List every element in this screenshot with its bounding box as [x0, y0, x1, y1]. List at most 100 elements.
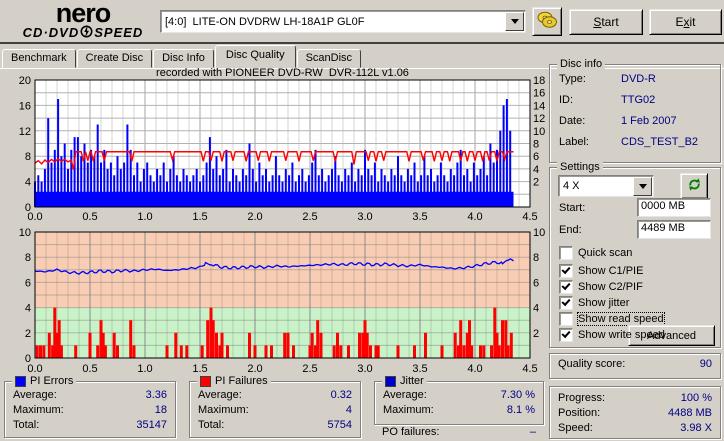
- svg-text:16: 16: [19, 100, 31, 112]
- show-read-speed-checkbox[interactable]: [559, 312, 573, 326]
- disc-info-group: Disc info Type: DVD-R ID: TTG02 Date: 1 Feb…: [549, 58, 721, 163]
- show-jitter-checkbox[interactable]: [559, 296, 573, 310]
- svg-text:1.5: 1.5: [192, 363, 207, 375]
- drive-select-arrow[interactable]: [505, 12, 524, 31]
- svg-text:2: 2: [533, 328, 539, 340]
- quick-scan-checkbox[interactable]: [559, 246, 573, 260]
- pi-errors-swatch: [15, 375, 26, 387]
- show-c1-pie-checkbox[interactable]: [559, 264, 573, 278]
- svg-text:2: 2: [25, 328, 31, 340]
- po-failures-row: PO failures: –: [382, 426, 536, 438]
- svg-text:20: 20: [19, 76, 31, 87]
- pi-failures-swatch: [200, 375, 211, 387]
- show-c1-pie-option[interactable]: Show C1/PIE: [559, 264, 643, 278]
- svg-text:4: 4: [25, 303, 31, 315]
- tab-disc-quality[interactable]: Disc Quality: [214, 45, 296, 68]
- logo-cdspeed-text: CD·DVD SPEED: [22, 25, 144, 41]
- svg-text:6: 6: [533, 277, 539, 289]
- svg-text:1.0: 1.0: [137, 363, 152, 375]
- quick-scan-option[interactable]: Quick scan: [559, 246, 632, 260]
- tab-scandisc[interactable]: ScanDisc: [296, 49, 362, 68]
- svg-text:2.0: 2.0: [247, 363, 262, 375]
- header-bar: nero CD·DVD SPEED [4:0] LITE-ON DVDRW LH…: [0, 0, 724, 44]
- svg-text:4.0: 4.0: [467, 363, 482, 375]
- logo-nero-text: nero: [55, 0, 112, 28]
- svg-text:2.5: 2.5: [302, 211, 317, 223]
- svg-text:3.0: 3.0: [357, 363, 372, 375]
- refresh-button[interactable]: [680, 173, 708, 199]
- svg-text:4: 4: [25, 177, 31, 189]
- svg-text:0.5: 0.5: [82, 363, 97, 375]
- tab-strip: Benchmark Create Disc Disc Info Disc Qua…: [2, 45, 362, 68]
- svg-text:4.0: 4.0: [467, 211, 482, 223]
- jitter-swatch: [385, 375, 396, 387]
- start-position-field[interactable]: 0000 MB: [637, 198, 711, 217]
- show-c2-pif-option[interactable]: Show C2/PIF: [559, 280, 643, 294]
- show-jitter-option[interactable]: Show jitter: [559, 296, 629, 310]
- svg-text:10: 10: [19, 227, 31, 239]
- jitter-pif-chart: 0 2 4 6 8 10 2 4 6 8 10 0.0 0.5 1.0 1.5 2.0 2.5 3.0 3.5 4.0…: [19, 227, 545, 375]
- speed-select-arrow[interactable]: [633, 176, 652, 196]
- end-position-field[interactable]: 4489 MB: [637, 220, 711, 239]
- svg-text:12: 12: [19, 126, 31, 138]
- svg-text:10: 10: [533, 126, 545, 138]
- speed-select-value: 4 X: [563, 180, 580, 192]
- quality-score-value: 90: [699, 358, 712, 370]
- svg-text:8: 8: [25, 252, 31, 264]
- svg-text:6: 6: [25, 277, 31, 289]
- svg-text:16: 16: [533, 88, 545, 100]
- svg-text:6: 6: [533, 151, 539, 163]
- show-c2-pif-checkbox[interactable]: [559, 280, 573, 294]
- svg-text:0.0: 0.0: [27, 211, 42, 223]
- svg-text:0: 0: [25, 353, 31, 365]
- svg-text:4: 4: [533, 164, 539, 176]
- quality-score-box: Quality score: 90: [549, 353, 721, 379]
- svg-text:14: 14: [533, 100, 545, 112]
- svg-text:1.0: 1.0: [137, 211, 152, 223]
- show-read-speed-option[interactable]: Show read speed: [559, 312, 665, 326]
- drive-select-value: [4:0] LITE-ON DVDRW LH-18A1P GL0F: [165, 15, 365, 28]
- svg-text:0.5: 0.5: [82, 211, 97, 223]
- tab-benchmark[interactable]: Benchmark: [2, 49, 76, 68]
- svg-text:1.5: 1.5: [192, 211, 207, 223]
- pi-failures-stats: PI Failures Average: 0.32 Maximum: 4 Total…: [189, 375, 361, 438]
- show-write-speed-option[interactable]: Show write speed: [559, 328, 665, 342]
- svg-text:2.0: 2.0: [247, 211, 262, 223]
- svg-text:18: 18: [533, 76, 545, 87]
- svg-text:3.5: 3.5: [412, 363, 427, 375]
- svg-text:3.0: 3.0: [357, 211, 372, 223]
- disc-bolt-icon: [80, 25, 93, 41]
- progress-box: Progress: 100 % Position: 4488 MB Speed: 3.…: [549, 386, 721, 439]
- svg-text:0.0: 0.0: [27, 363, 42, 375]
- svg-text:2: 2: [533, 177, 539, 189]
- svg-text:4.5: 4.5: [522, 211, 537, 223]
- svg-text:10: 10: [533, 227, 545, 239]
- svg-text:8: 8: [25, 151, 31, 163]
- pi-errors-stats: PI Errors Average: 3.36 Maximum: 18 Total:…: [4, 375, 176, 438]
- svg-text:12: 12: [533, 113, 545, 125]
- advanced-button[interactable]: Advanced: [628, 325, 715, 346]
- speed-select[interactable]: 4 X: [558, 175, 654, 197]
- settings-group: Settings 4 X Start: 0000 MB End: 4489 MB…: [549, 161, 721, 348]
- svg-text:8: 8: [533, 252, 539, 264]
- svg-text:8: 8: [533, 139, 539, 151]
- svg-text:4.5: 4.5: [522, 363, 537, 375]
- tab-disc-info[interactable]: Disc Info: [153, 49, 214, 68]
- svg-text:3.5: 3.5: [412, 211, 427, 223]
- svg-text:2.5: 2.5: [302, 363, 317, 375]
- jitter-stats: Jitter Average: 7.30 % Maximum: 8.1 %: [374, 375, 544, 425]
- show-write-speed-checkbox[interactable]: [559, 328, 573, 342]
- nero-logo: nero CD·DVD SPEED: [8, 0, 158, 41]
- refresh-icon: [687, 177, 702, 195]
- svg-text:4: 4: [533, 303, 539, 315]
- drive-select[interactable]: [4:0] LITE-ON DVDRW LH-18A1P GL0F: [160, 10, 526, 33]
- tab-create-disc[interactable]: Create Disc: [76, 49, 153, 68]
- tab-content-divider: [0, 68, 724, 69]
- svg-text:0: 0: [25, 202, 31, 214]
- disc-info-button[interactable]: [532, 7, 562, 36]
- discs-icon: [536, 10, 558, 33]
